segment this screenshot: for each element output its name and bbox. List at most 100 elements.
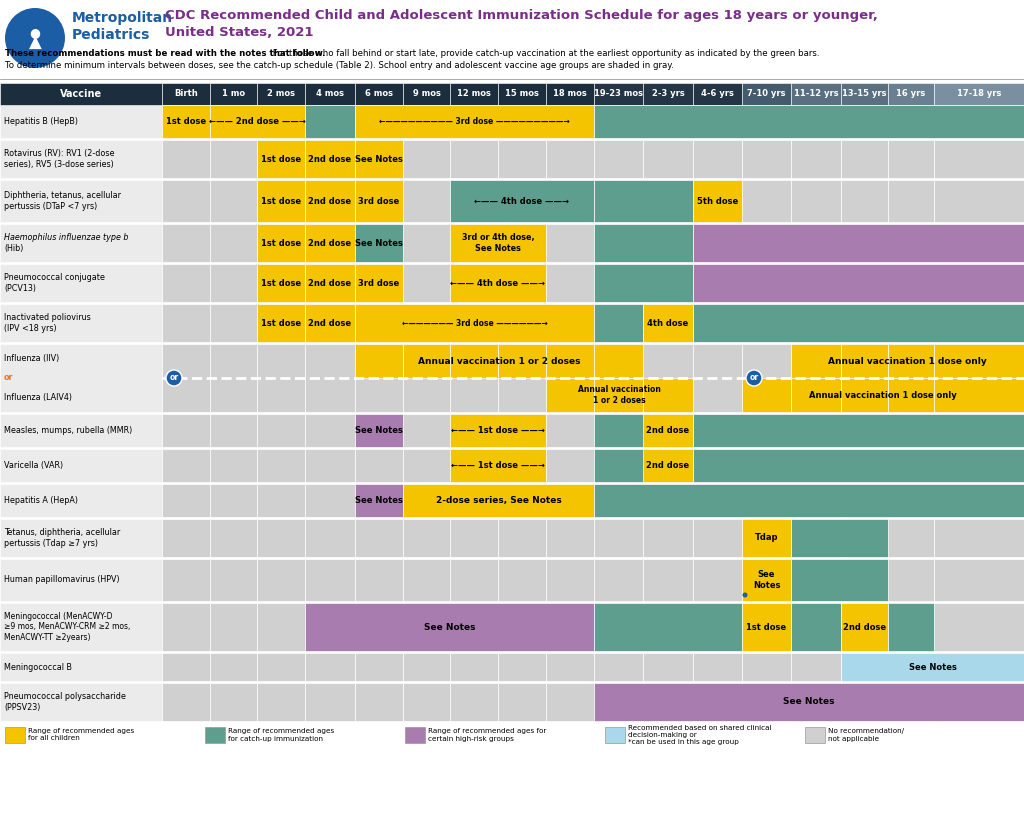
Bar (693, 224, 1024, 262)
Bar (162, 140, 210, 178)
Bar (841, 603, 888, 651)
Text: 1st dose: 1st dose (261, 197, 301, 206)
Bar (841, 603, 888, 651)
Bar (742, 180, 791, 222)
Bar (594, 414, 693, 447)
Text: 3rd or 4th dose,
See Notes: 3rd or 4th dose, See Notes (462, 233, 535, 253)
Bar (841, 224, 888, 262)
Bar (693, 140, 742, 178)
Text: For those who fall behind or start late, provide catch-up vaccination at the ear: For those who fall behind or start late,… (270, 50, 819, 59)
Text: Hepatitis A (HepA): Hepatitis A (HepA) (4, 496, 78, 505)
Bar (742, 264, 791, 302)
Bar (162, 344, 210, 412)
Bar (791, 105, 841, 138)
Bar (305, 105, 355, 138)
Text: 1st dose: 1st dose (166, 117, 206, 126)
Bar (693, 224, 742, 262)
Bar (0, 519, 162, 557)
Bar (594, 603, 742, 651)
Bar (403, 484, 594, 517)
Text: 1st dose: 1st dose (261, 154, 301, 163)
Bar (210, 519, 257, 557)
Bar (594, 344, 643, 378)
Bar (355, 180, 403, 222)
Bar (210, 449, 257, 482)
Bar (257, 83, 305, 105)
Bar (693, 264, 1024, 302)
Bar (594, 484, 1024, 517)
Bar (355, 414, 403, 447)
Bar (693, 519, 742, 557)
Bar (403, 484, 450, 517)
Text: Range of recommended ages
for all children: Range of recommended ages for all childr… (28, 729, 134, 742)
Bar (0, 264, 162, 302)
Bar (643, 264, 693, 302)
Bar (693, 449, 742, 482)
Text: Metropolitan: Metropolitan (72, 11, 173, 25)
Bar (594, 449, 693, 482)
Text: ←————————— 3rd dose —————————→: ←————————— 3rd dose —————————→ (379, 117, 570, 126)
Bar (403, 683, 450, 721)
Bar (934, 264, 1024, 302)
Bar (0, 449, 162, 482)
Bar (643, 105, 693, 138)
Bar (934, 683, 1024, 721)
Bar (546, 105, 594, 138)
Circle shape (166, 370, 182, 386)
Bar (742, 683, 791, 721)
Bar (257, 559, 305, 601)
Bar (742, 83, 791, 105)
Text: 19-23 mos: 19-23 mos (594, 90, 643, 99)
Bar (791, 304, 841, 342)
Bar (742, 519, 791, 557)
Bar (450, 264, 546, 302)
Bar (643, 683, 693, 721)
Bar (0, 140, 162, 178)
Text: Pediatrics: Pediatrics (72, 28, 151, 42)
Bar (546, 378, 594, 412)
Text: 1 mo: 1 mo (222, 90, 245, 99)
Bar (450, 140, 498, 178)
Bar (257, 180, 305, 222)
Bar (450, 683, 498, 721)
Text: 2nd dose: 2nd dose (308, 318, 351, 327)
Bar (450, 449, 546, 482)
Bar (403, 519, 450, 557)
Bar (355, 140, 403, 178)
Bar (888, 264, 934, 302)
Text: ←—— 1st dose ——→: ←—— 1st dose ——→ (451, 426, 545, 435)
Bar (355, 683, 403, 721)
Bar (450, 180, 594, 222)
Bar (450, 105, 498, 138)
Bar (605, 727, 625, 743)
Bar (498, 519, 546, 557)
Bar (841, 344, 888, 412)
Bar (210, 140, 257, 178)
Bar (210, 683, 257, 721)
Bar (355, 304, 403, 342)
Bar (934, 484, 1024, 517)
Bar (643, 378, 693, 412)
Bar (498, 344, 546, 412)
Text: Birth: Birth (174, 90, 198, 99)
Bar (162, 653, 210, 681)
Text: ●: ● (30, 26, 40, 39)
Bar (305, 304, 355, 342)
Text: (Hib): (Hib) (4, 245, 24, 254)
Bar (355, 484, 403, 517)
Bar (355, 449, 403, 482)
Bar (841, 304, 888, 342)
Text: Human papillomavirus (HPV): Human papillomavirus (HPV) (4, 575, 120, 584)
Bar (791, 140, 841, 178)
Bar (305, 180, 355, 222)
Bar (742, 603, 791, 651)
Bar (594, 264, 693, 302)
Bar (934, 304, 1024, 342)
Bar (791, 559, 841, 601)
Bar (210, 484, 257, 517)
Bar (643, 304, 693, 342)
Bar (643, 180, 693, 222)
Bar (594, 484, 643, 517)
Bar (162, 105, 210, 138)
Text: Tdap: Tdap (755, 534, 778, 543)
